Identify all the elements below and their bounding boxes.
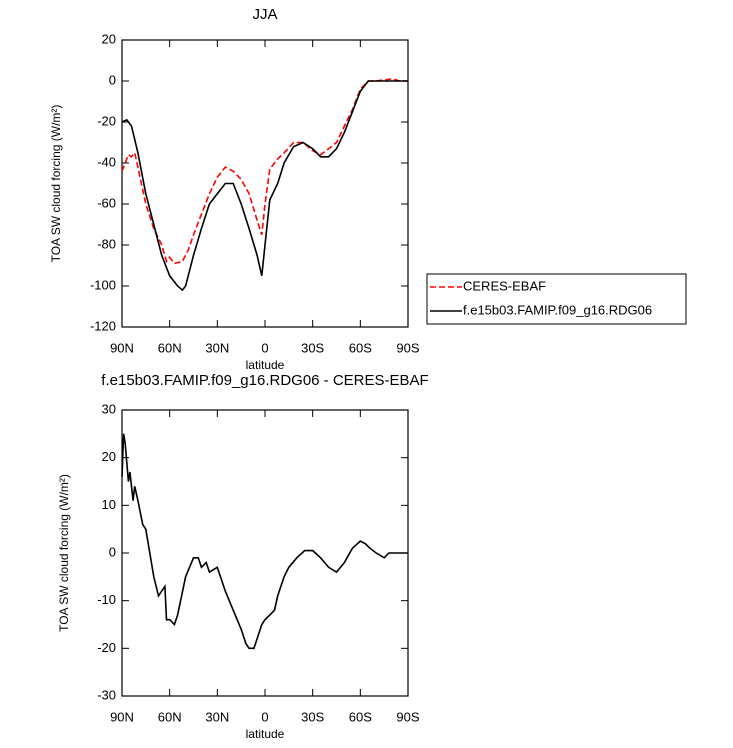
x-tick-label: 60N — [158, 709, 182, 724]
legend-box — [426, 273, 687, 325]
y-tick-label: -30 — [97, 687, 116, 702]
x-tick-label: 0 — [261, 709, 268, 724]
data-line — [121, 80, 408, 292]
x-axis-label: latitude — [246, 358, 285, 372]
x-tick-label: 60N — [158, 340, 182, 355]
y-tick-label: 0 — [109, 72, 116, 87]
x-tick-label: 60S — [349, 709, 372, 724]
plot-frame — [121, 409, 409, 697]
y-tick-label: -20 — [97, 113, 116, 128]
x-tick-label: 90S — [396, 340, 419, 355]
y-tick-label: 20 — [102, 449, 116, 464]
y-tick-label: -80 — [97, 236, 116, 251]
legend-label: CERES-EBAF — [463, 278, 546, 293]
x-tick-label: 0 — [261, 340, 268, 355]
data-line — [121, 433, 408, 650]
x-tick-label: 30S — [301, 340, 324, 355]
x-axis-label: latitude — [246, 727, 285, 741]
data-line — [121, 78, 408, 265]
x-tick-label: 30S — [301, 709, 324, 724]
x-tick-label: 60S — [349, 340, 372, 355]
y-tick-label: -40 — [97, 154, 116, 169]
y-tick-label: -10 — [97, 592, 116, 607]
y-tick-label: 20 — [102, 31, 116, 46]
y-tick-label: -20 — [97, 640, 116, 655]
y-tick-label: -120 — [90, 318, 116, 333]
x-tick-label: 90N — [110, 709, 134, 724]
y-axis-label: TOA SW cloud forcing (W/m²) — [49, 105, 63, 263]
plot-frame — [121, 39, 409, 328]
y-tick-label: 10 — [102, 497, 116, 512]
x-tick-label: 30N — [205, 709, 229, 724]
y-tick-label: 0 — [109, 544, 116, 559]
y-tick-label: -60 — [97, 195, 116, 210]
x-tick-label: 90N — [110, 340, 134, 355]
x-tick-label: 30N — [205, 340, 229, 355]
y-tick-label: -100 — [90, 277, 116, 292]
chart-title: f.e15b03.FAMIP.f09_g16.RDG06 - CERES-EBA… — [101, 372, 428, 389]
chart-title: JJA — [252, 6, 277, 23]
y-axis-label: TOA SW cloud forcing (W/m²) — [57, 474, 71, 632]
x-tick-label: 90S — [396, 709, 419, 724]
legend-label: f.e15b03.FAMIP.f09_g16.RDG06 — [463, 302, 652, 317]
y-tick-label: 30 — [102, 401, 116, 416]
